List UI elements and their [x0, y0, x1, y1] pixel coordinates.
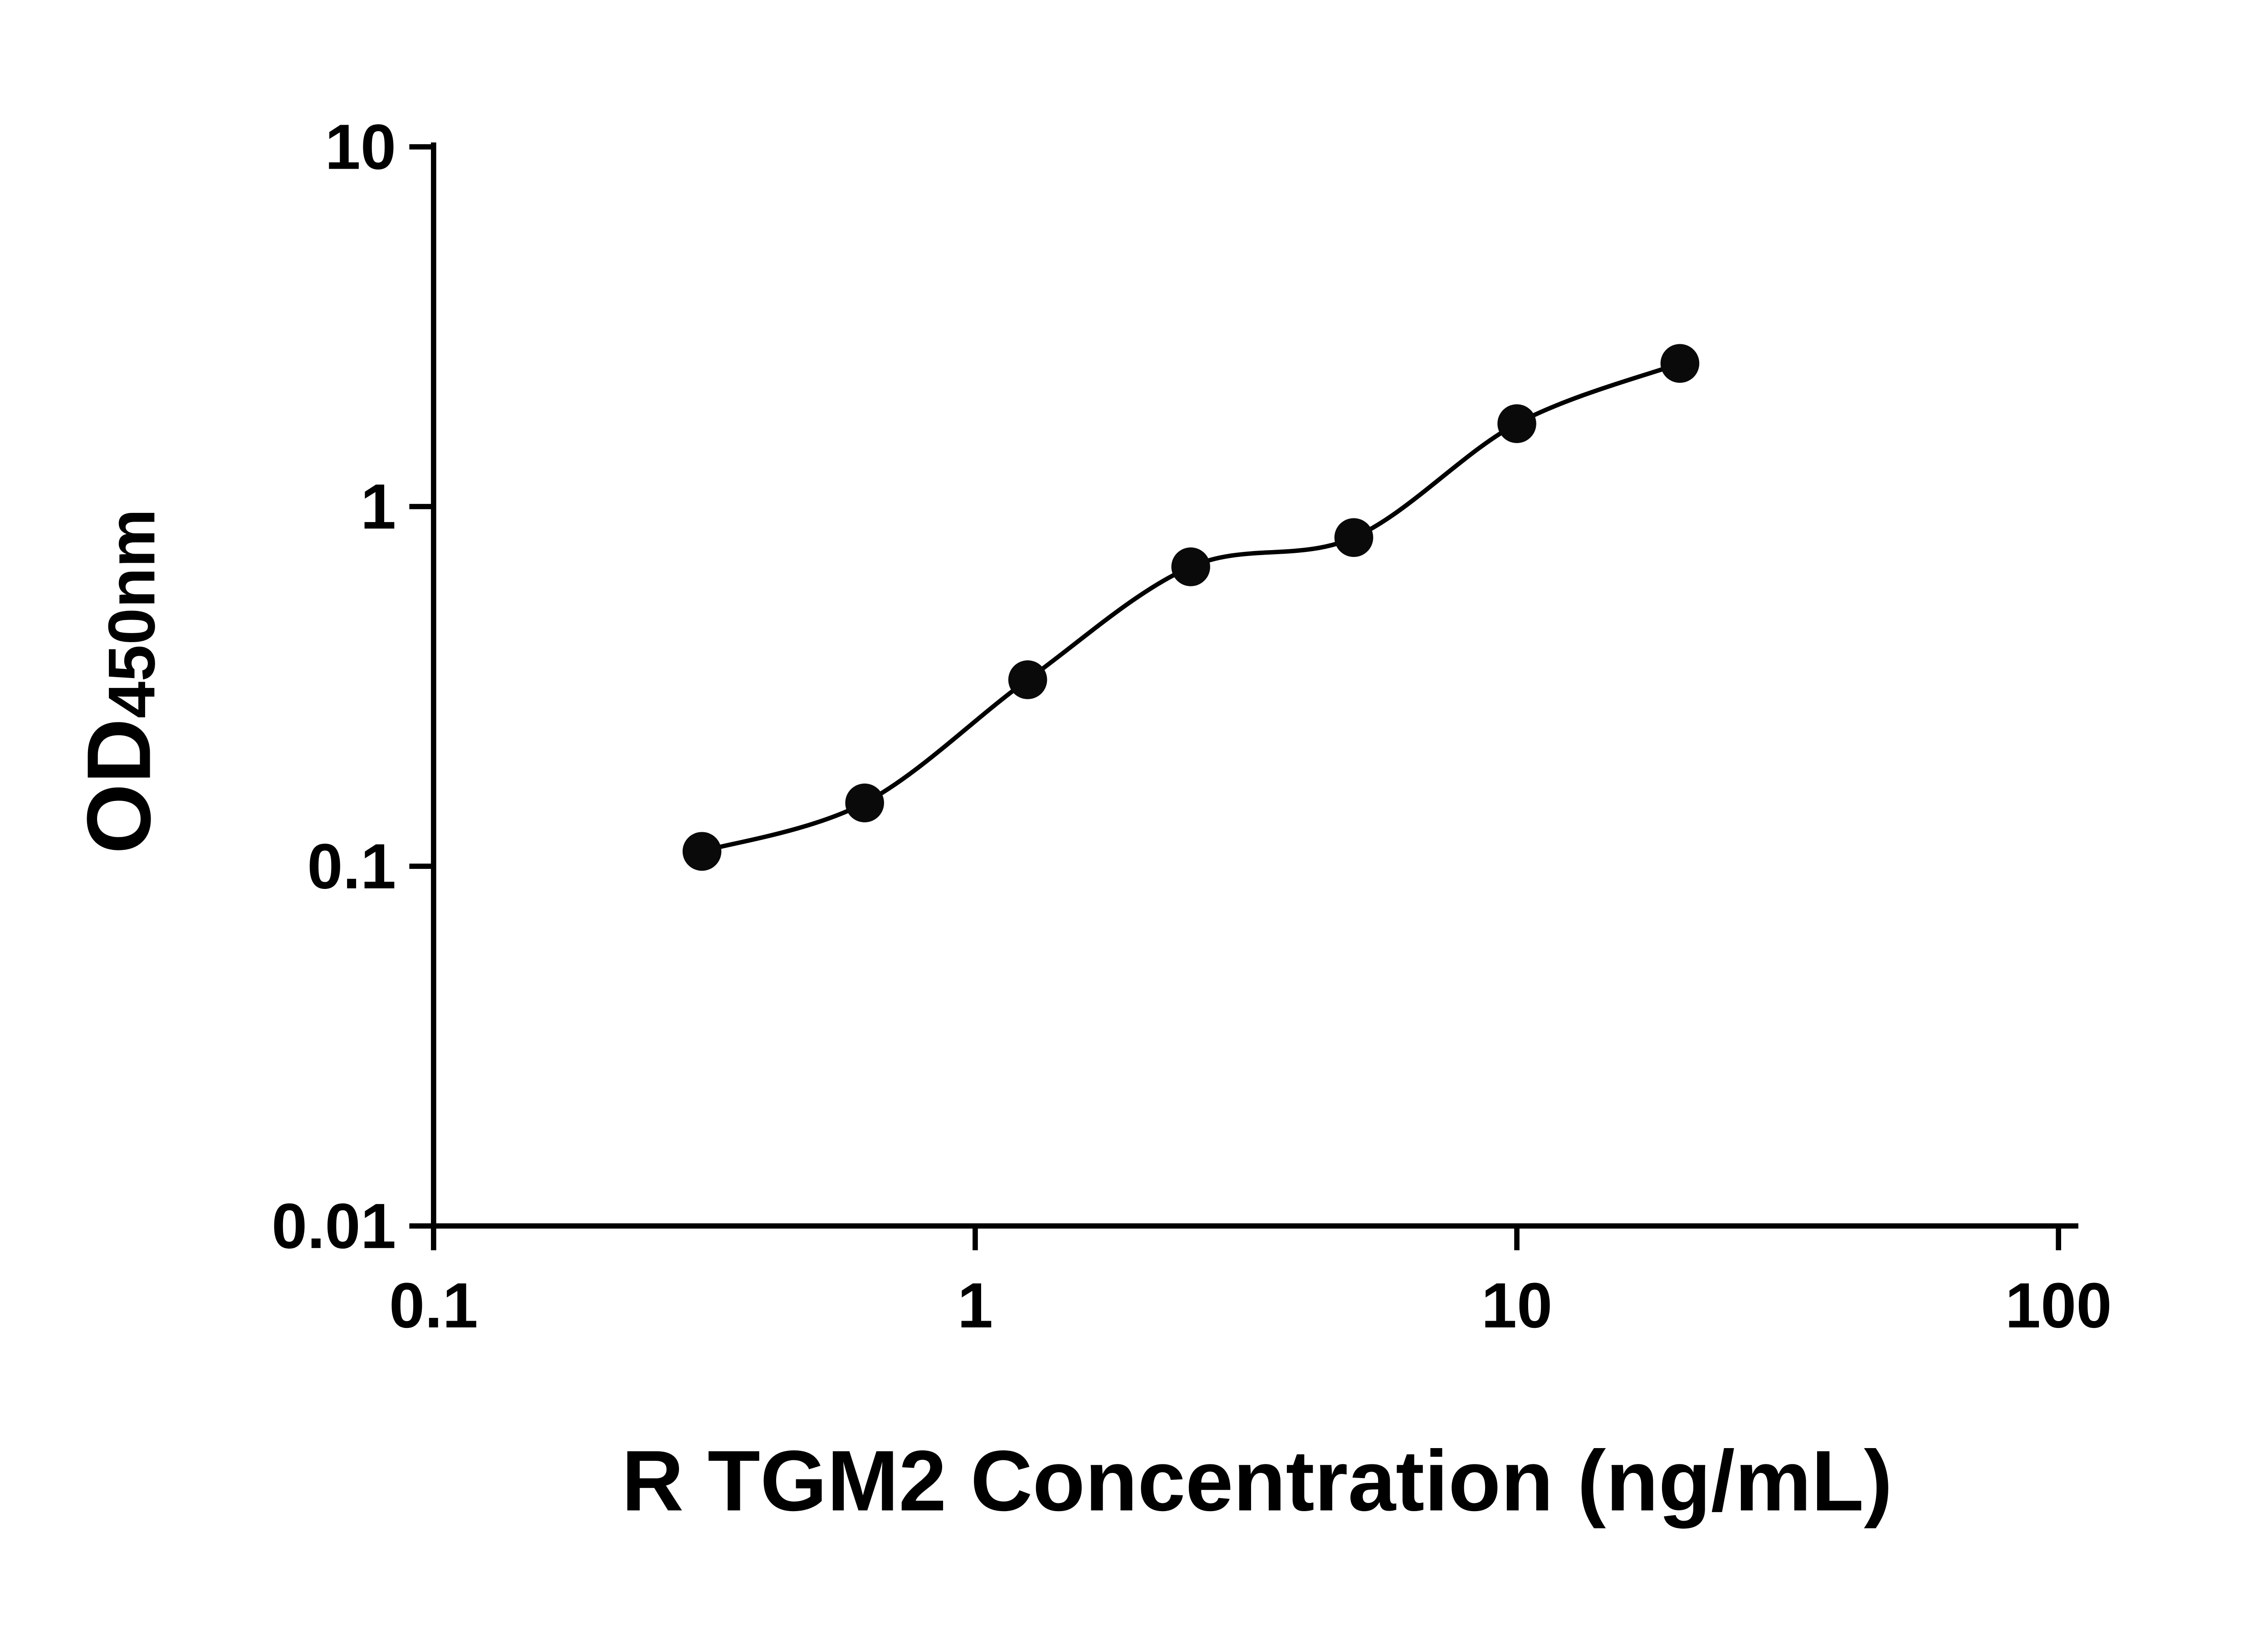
y-tick-label: 1: [361, 471, 396, 542]
data-point: [682, 832, 722, 871]
y-tick-label: 0.1: [307, 830, 396, 902]
y-tick-label: 10: [325, 111, 396, 182]
y-axis-title-main: OD: [69, 718, 170, 854]
x-tick-label: 10: [1481, 1269, 1553, 1341]
data-point: [1171, 547, 1210, 586]
x-tick-label: 0.1: [389, 1269, 478, 1341]
data-point: [1660, 344, 1700, 383]
data-point: [1497, 404, 1536, 443]
x-tick-label: 1: [958, 1269, 993, 1341]
x-tick-label: 100: [2005, 1269, 2112, 1341]
elisa-standard-curve-figure: 0.01 0.1 1 10 0.1 1 10 100 R TGM2 Concentration…: [68, 111, 2112, 1529]
data-point: [1334, 518, 1374, 557]
data-point: [845, 783, 884, 823]
x-axis-title: R TGM2 Concentration (ng/mL): [621, 1433, 1892, 1529]
y-axis-title: OD450nm: [69, 509, 170, 854]
y-axis-title-sub: 450nm: [94, 509, 168, 718]
trendline-curve: [701, 361, 1681, 854]
y-tick-label: 0.01: [272, 1190, 396, 1262]
data-point: [1008, 660, 1047, 699]
